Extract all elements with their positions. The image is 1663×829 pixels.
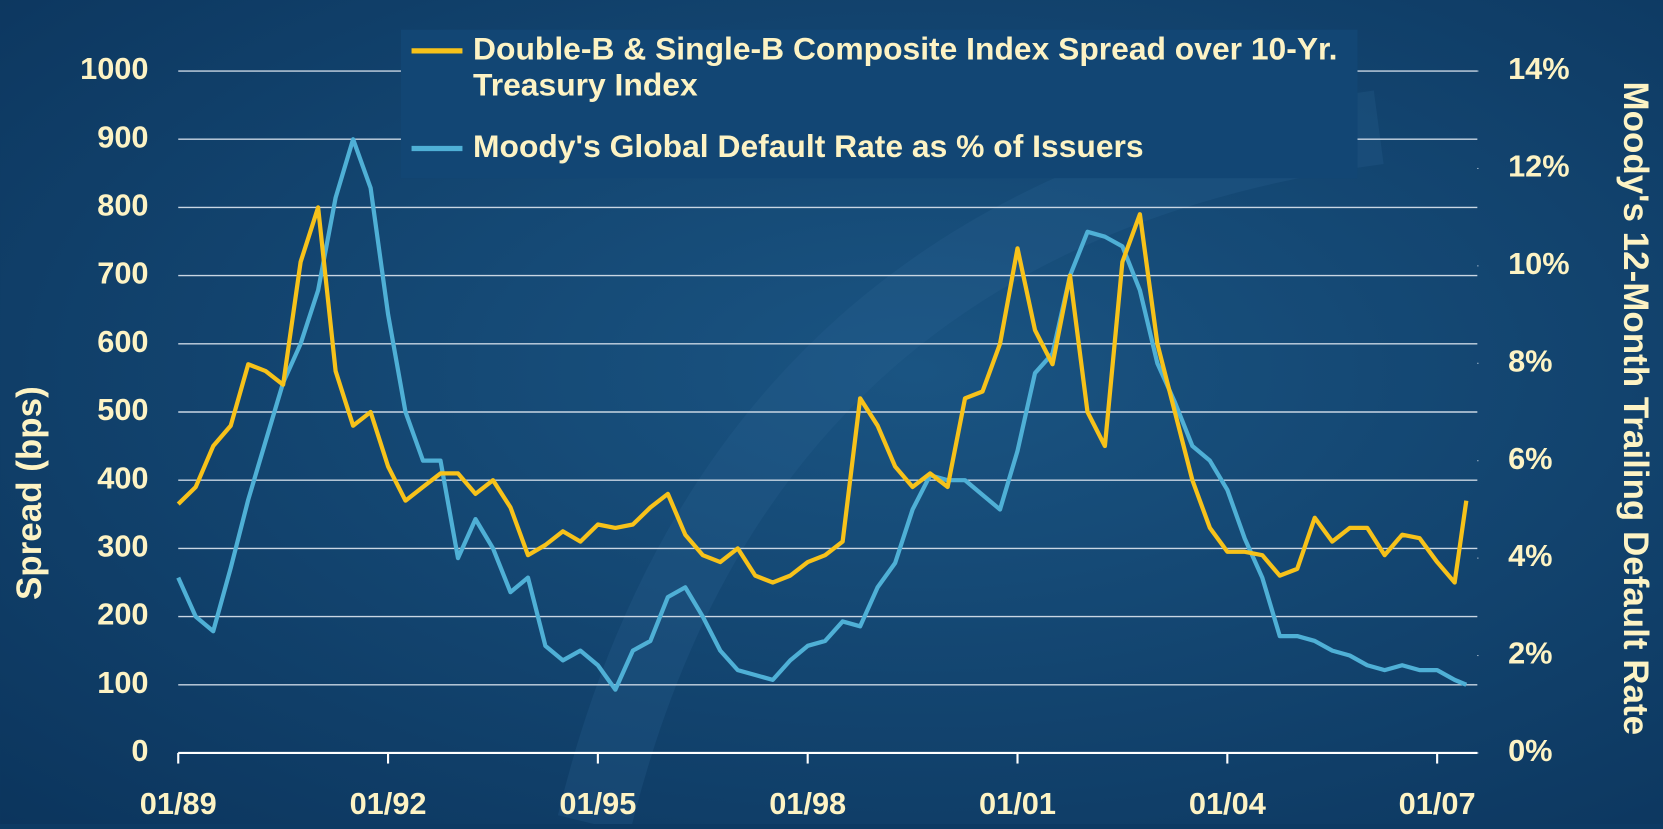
y-tick-label: 200 [97,597,148,632]
y-tick-label: 600 [97,324,148,359]
y2-tick-label: 2% [1508,636,1552,671]
y2-tick-label: 14% [1508,51,1570,86]
x-tick-label: 01/04 [1189,786,1266,821]
x-tick-label: 01/07 [1399,786,1476,821]
y2-tick-label: 4% [1508,538,1552,573]
legend-label: Moody's Global Default Rate as % of Issu… [473,129,1144,165]
y2-tick-label: 10% [1508,246,1570,281]
y-axis-title: Spread (bps) [10,386,49,600]
x-tick-label: 01/01 [979,786,1056,821]
y-tick-label: 800 [97,188,148,223]
series-line [176,137,1468,692]
y-tick-label: 300 [97,529,148,564]
x-tick-label: 01/98 [769,786,846,821]
y-tick-label: 900 [97,119,148,154]
legend-box [400,29,1358,179]
y-tick-label: 500 [97,392,148,427]
legend-item: Double-B & Single-B Composite Index Spre… [473,31,1338,103]
x-tick-label: 01/89 [140,786,217,821]
y-tick-label: 1000 [80,51,148,86]
y-tick-label: 700 [97,256,148,291]
y2-tick-label: 0% [1508,733,1552,768]
legend-item: Moody's Global Default Rate as % of Issu… [473,129,1144,165]
legend-label: Double-B & Single-B Composite Index Spre… [473,31,1338,103]
y2-tick-label: 6% [1508,441,1552,476]
series-line [176,205,1469,585]
y2-tick-label: 12% [1508,149,1570,184]
x-tick-label: 01/92 [350,786,427,821]
y-tick-label: 400 [97,460,148,495]
y2-tick-label: 8% [1508,343,1552,378]
y2-axis-title: Moody's 12-Month Trailing Default Rate [1616,81,1655,735]
x-tick-label: 01/95 [559,786,636,821]
y-tick-label: 0 [131,733,148,768]
y-tick-label: 100 [97,665,148,700]
